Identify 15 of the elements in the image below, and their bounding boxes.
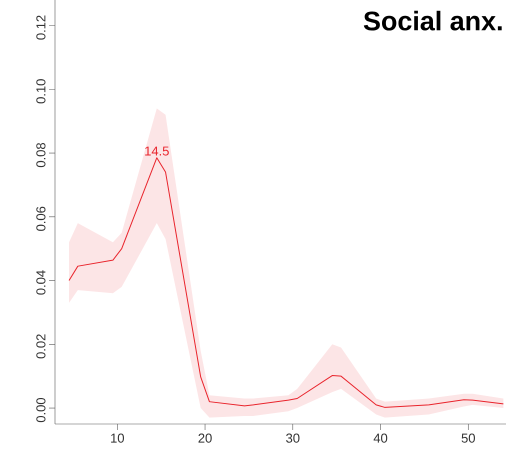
- x-tick-label: 30: [286, 434, 300, 443]
- x-tick-label: 50: [462, 434, 475, 443]
- y-tick-label: 0.06: [36, 206, 46, 231]
- y-tick-label: 0.10: [36, 79, 46, 104]
- y-tick-label: 0.02: [36, 334, 46, 358]
- x-tick-label: 10: [111, 434, 124, 443]
- chart-title: Social anx.: [364, 10, 502, 31]
- y-tick-label: 0.04: [36, 270, 46, 295]
- y-tick-label: 0.08: [36, 142, 46, 168]
- annotation: 14.5: [145, 146, 169, 156]
- x-tick-label: 20: [198, 434, 212, 443]
- x-tick-label: 40: [374, 434, 388, 443]
- y-tick-label: 0.12: [36, 16, 46, 40]
- line-series: [68, 157, 504, 408]
- y-tick-label: 0.00: [36, 398, 46, 422]
